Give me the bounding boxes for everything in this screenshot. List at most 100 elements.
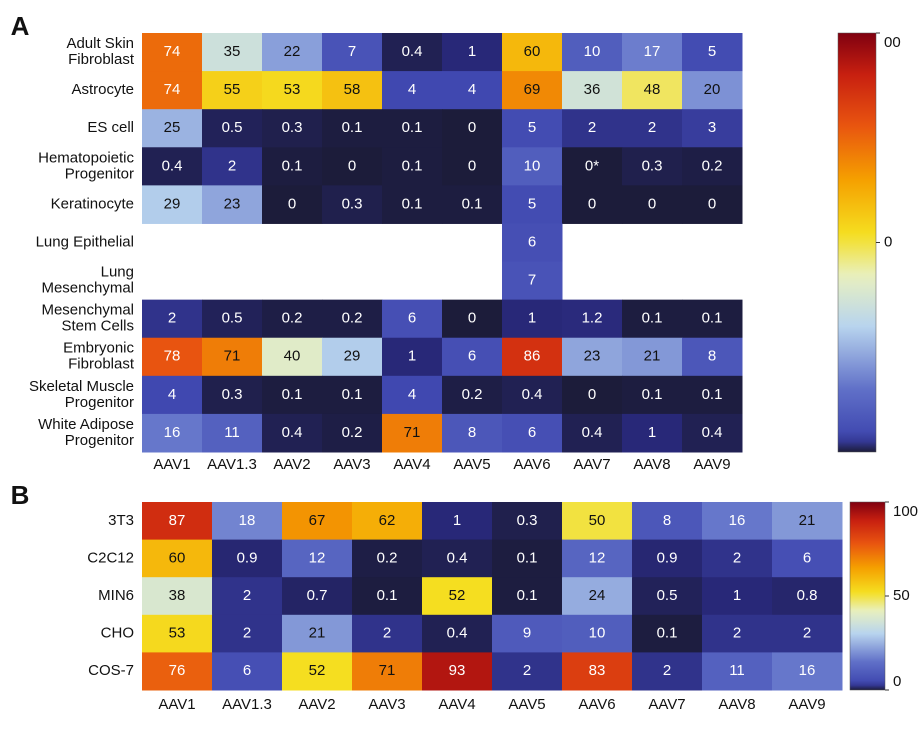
cell-label: 3 — [708, 119, 716, 136]
heatmap-cell — [262, 109, 323, 148]
row-label: Astrocyte — [71, 81, 134, 98]
cell-label: 0.1 — [282, 157, 303, 174]
cell-label: 0 — [588, 386, 596, 403]
cell-label: 52 — [449, 587, 466, 604]
x-tick-label: AAV7 — [648, 696, 685, 713]
colorbar-tick-label: 00 — [884, 34, 901, 51]
cell-label: 0 — [468, 157, 476, 174]
heatmap-cell — [142, 375, 203, 415]
cell-label: 2 — [243, 625, 251, 642]
heatmap-cell — [212, 577, 283, 616]
cell-label: 0 — [468, 310, 476, 327]
cell-label: 12 — [589, 549, 606, 566]
cell-label: 74 — [164, 43, 181, 60]
cell-label: 60 — [169, 549, 186, 566]
heatmap-cell — [142, 502, 213, 541]
heatmap-cell — [212, 614, 283, 653]
cell-label: 1.2 — [582, 310, 603, 327]
heatmap-cell — [682, 413, 743, 453]
cell-label: 2 — [228, 157, 236, 174]
cell-label: 2 — [588, 119, 596, 136]
heatmap-cell — [142, 577, 213, 616]
heatmap-cell — [262, 375, 323, 415]
heatmap-cell — [682, 71, 743, 110]
colorbar — [837, 32, 877, 453]
cell-label: 16 — [164, 424, 181, 441]
x-tick-label: AAV8 — [633, 456, 670, 473]
heatmap-cell — [212, 652, 283, 691]
cell-label: 2 — [383, 625, 391, 642]
heatmap-cell — [202, 71, 263, 110]
heatmap-cell — [382, 71, 443, 110]
heatmap-cell — [562, 413, 623, 453]
heatmap-cell — [502, 147, 563, 186]
heatmap-cell — [442, 413, 503, 453]
heatmap-cell — [282, 652, 353, 691]
heatmap-cell — [772, 614, 843, 653]
cell-label: 55 — [224, 81, 241, 98]
cell-label: 60 — [524, 43, 541, 60]
cell-label: 23 — [224, 195, 241, 212]
cell-label: 0.1 — [462, 195, 483, 212]
cell-label: 10 — [584, 43, 601, 60]
heatmap-cell — [562, 502, 633, 541]
cell-label: 50 — [589, 512, 606, 529]
cell-label: 4 — [408, 81, 416, 98]
heatmap-cell — [622, 33, 683, 72]
row-label: Stem Cells — [61, 318, 134, 335]
x-tick-label: AAV2 — [298, 696, 335, 713]
cell-label: 11 — [224, 424, 240, 441]
heatmap-cell — [282, 502, 353, 541]
cell-label: 0* — [585, 157, 599, 174]
cell-label: 53 — [169, 625, 186, 642]
cell-label: 5 — [528, 119, 536, 136]
heatmap-cell — [772, 539, 843, 578]
x-tick-label: AAV4 — [438, 696, 475, 713]
cell-label: 0.4 — [582, 424, 603, 441]
heatmap-cell — [502, 375, 563, 415]
heatmap-cell — [632, 502, 703, 541]
cell-label: 2 — [168, 310, 176, 327]
cell-label: 8 — [708, 348, 716, 365]
heatmap-cell — [322, 33, 383, 72]
heatmap-cell — [622, 71, 683, 110]
cell-label: 93 — [449, 662, 466, 679]
cell-label: 48 — [644, 81, 661, 98]
cell-label: 2 — [733, 549, 741, 566]
row-label: Lung — [101, 264, 134, 281]
cell-label: 16 — [799, 662, 816, 679]
cell-label: 0.1 — [377, 587, 398, 604]
cell-label: 2 — [243, 587, 251, 604]
heatmap-cell — [352, 502, 423, 541]
heatmap-cell — [622, 147, 683, 186]
cell-label: 0.3 — [342, 195, 363, 212]
cell-label: 38 — [169, 587, 186, 604]
cell-label: 0 — [288, 195, 296, 212]
heatmap-cell — [492, 577, 563, 616]
row-label: Fibroblast — [68, 51, 135, 68]
heatmap-cell — [682, 185, 743, 224]
row-label: Progenitor — [65, 165, 134, 182]
cell-label: 0.1 — [702, 310, 723, 327]
heatmap-cell — [772, 652, 843, 691]
cell-label: 29 — [164, 195, 181, 212]
cell-label: 71 — [404, 424, 421, 441]
heatmap-cell — [282, 577, 353, 616]
heatmap-cell — [562, 577, 633, 616]
cell-label: 2 — [663, 662, 671, 679]
heatmap-cell — [772, 577, 843, 616]
heatmap-cell — [352, 539, 423, 578]
x-tick-label: AAV5 — [453, 456, 490, 473]
cell-label: 2 — [523, 662, 531, 679]
cell-label: 83 — [589, 662, 606, 679]
heatmap-cell — [562, 109, 623, 148]
heatmap-cell — [562, 539, 633, 578]
cell-label: 0.1 — [282, 386, 303, 403]
heatmap-cell — [352, 614, 423, 653]
row-label: MIN6 — [98, 587, 134, 604]
cell-label: 52 — [309, 662, 326, 679]
cell-label: 0.4 — [402, 43, 423, 60]
row-label: 3T3 — [108, 512, 134, 529]
cell-label: 1 — [468, 43, 476, 60]
